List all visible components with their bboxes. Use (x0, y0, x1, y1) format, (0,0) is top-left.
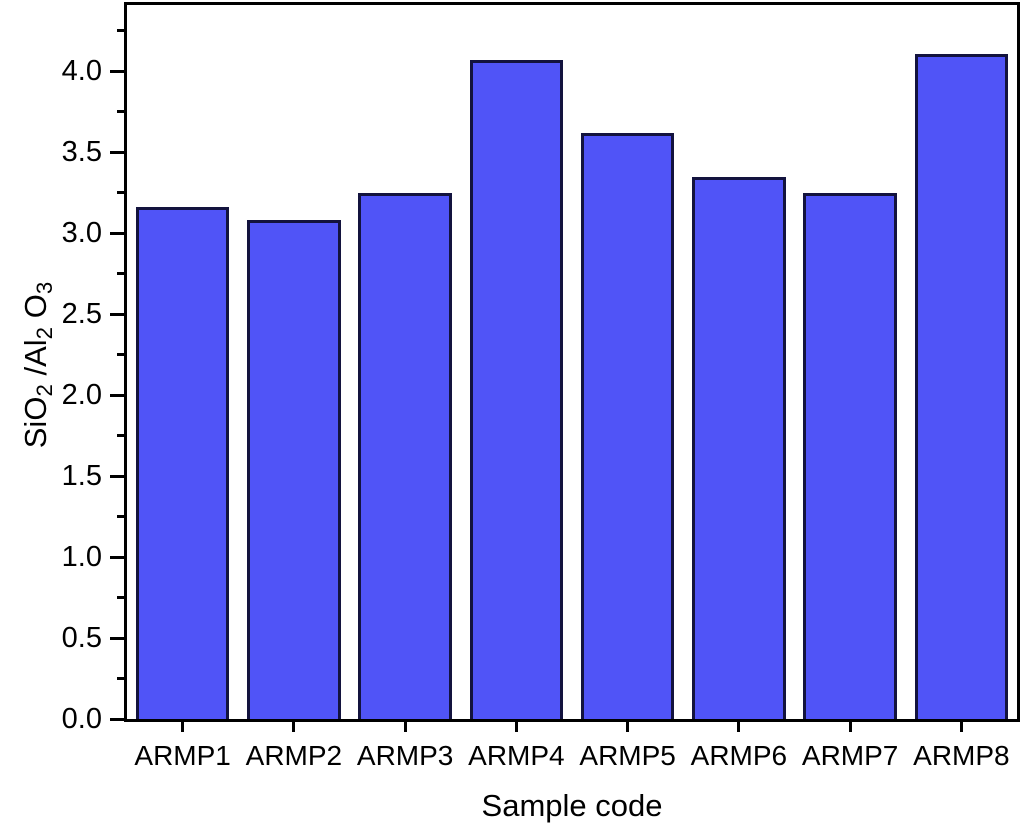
bar-slot (795, 5, 906, 719)
x-tick-label: ARMP5 (579, 740, 676, 771)
x-axis-title: Sample code (481, 788, 663, 823)
x-tick-label: ARMP7 (801, 740, 899, 771)
y-major-tick (110, 393, 125, 397)
bar-armp1 (135, 207, 230, 719)
x-major-tick (181, 719, 185, 732)
y-tick-label: 1.0 (61, 541, 102, 574)
y-major-tick (110, 717, 125, 721)
y-minor-tick (117, 515, 125, 519)
y-minor-tick (117, 29, 125, 33)
bar-slot (461, 5, 572, 719)
x-tick-label: ARMP2 (245, 740, 343, 771)
x-tick-label: ARMP6 (690, 740, 788, 771)
y-major-tick (110, 555, 125, 559)
y-tick-label: 1.5 (61, 460, 102, 493)
bar-slot (906, 5, 1017, 719)
y-major-tick (110, 474, 125, 478)
y-minor-tick (117, 272, 125, 276)
x-major-tick (403, 719, 407, 732)
y-tick-label: 3.5 (61, 136, 102, 169)
y-minor-tick (117, 434, 125, 438)
y-tick-label: 3.0 (61, 217, 102, 250)
x-tick-label: ARMP4 (468, 740, 565, 771)
x-tick-label: ARMP3 (356, 740, 454, 771)
bar-armp6 (692, 176, 786, 719)
bar-armp5 (580, 132, 675, 719)
y-minor-tick (117, 353, 125, 357)
bar-armp8 (914, 53, 1009, 719)
bar-slot (683, 5, 794, 719)
y-tick-label: 4.0 (61, 55, 102, 88)
bar-armp7 (803, 192, 897, 719)
bar-slot (572, 5, 683, 719)
x-major-tick (514, 719, 518, 732)
bar-armp2 (247, 220, 341, 719)
y-tick-label: 0.5 (61, 622, 102, 655)
bars-container (127, 5, 1017, 719)
y-major-tick (110, 636, 125, 640)
x-major-tick (626, 719, 630, 732)
x-tick-label: ARMP8 (913, 740, 1010, 771)
x-tick-label: ARMP1 (134, 740, 231, 771)
y-tick-label: 2.0 (61, 379, 102, 412)
x-major-tick (848, 719, 852, 732)
bar-armp3 (358, 192, 452, 719)
y-tick-label: 2.5 (61, 298, 102, 331)
y-tick-label: 0.0 (61, 703, 102, 735)
bar-slot (238, 5, 349, 719)
y-minor-tick (117, 110, 125, 114)
y-major-tick (110, 150, 125, 154)
y-major-tick (110, 231, 125, 235)
y-axis-title-segment: 3 (31, 281, 57, 295)
bar-slot (350, 5, 461, 719)
bar-armp4 (469, 60, 564, 719)
x-major-tick (737, 719, 741, 732)
y-axis-title-segment: /Al (18, 339, 54, 385)
bar-slot (127, 5, 238, 719)
x-major-tick (959, 719, 963, 732)
x-major-tick (292, 719, 296, 732)
y-major-tick (110, 312, 125, 316)
y-minor-tick (117, 596, 125, 600)
y-major-tick (110, 69, 125, 73)
y-minor-tick (117, 191, 125, 195)
y-minor-tick (117, 677, 125, 681)
